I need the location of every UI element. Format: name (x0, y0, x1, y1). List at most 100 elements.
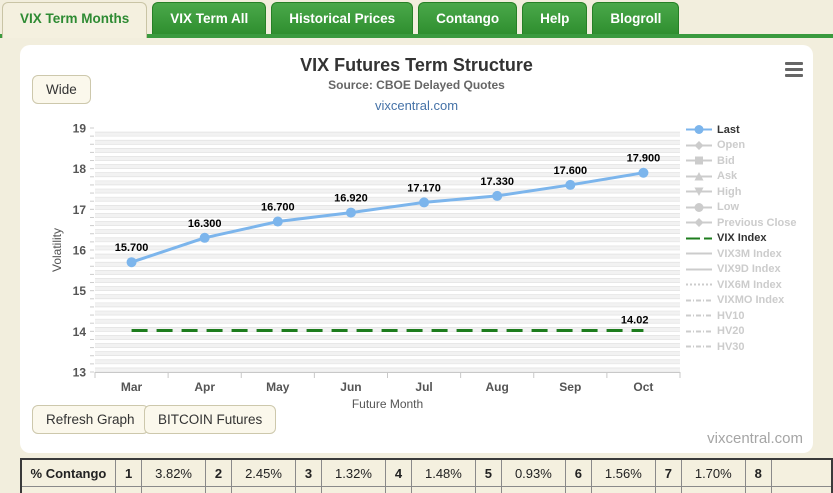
chart-title: VIX Futures Term Structure (300, 55, 533, 75)
vix-index-label: 14.02 (621, 315, 649, 327)
tabs: VIX Term Months VIX Term All Historical … (2, 2, 680, 38)
tab-historical-prices[interactable]: Historical Prices (271, 2, 414, 34)
legend-item-vix6m-index[interactable]: VIX6M Index (686, 277, 796, 293)
legend-item-open[interactable]: Open (686, 138, 796, 154)
legend-marker-icon (686, 187, 712, 197)
legend-item-vixmo-index[interactable]: VIXMO Index (686, 293, 796, 309)
legend-item-vix-index[interactable]: VIX Index (686, 231, 796, 247)
legend-label: HV20 (717, 325, 745, 338)
bitcoin-futures-button[interactable]: BITCOIN Futures (144, 405, 277, 434)
contango-value-3: 1.32% (321, 458, 386, 487)
x-tick-label: Jun (340, 380, 361, 394)
y-tick-label: 14 (73, 325, 87, 339)
legend-marker-icon (686, 237, 712, 240)
grid-band (95, 180, 680, 185)
grid-band (95, 254, 680, 259)
x-tick-label: Aug (486, 380, 509, 394)
contango-table-wrap: % Contango 1 3.82% 2 2.45% 3 1.32% 4 1.48% 5 0.93%… (20, 458, 833, 493)
legend-item-vix9d-index[interactable]: VIX9D Index (686, 262, 796, 278)
legend-label: Previous Close (717, 216, 797, 229)
vixcentral-link[interactable]: vixcentral.com (374, 98, 459, 113)
legend-item-bid[interactable]: Bid (686, 153, 796, 169)
grid-band (95, 221, 680, 226)
x-tick-label: Apr (194, 380, 215, 394)
legend-marker-icon (686, 330, 712, 333)
tab-help[interactable]: Help (522, 2, 588, 34)
data-point-Jul[interactable] (419, 197, 430, 208)
legend-item-hv20[interactable]: HV20 (686, 324, 796, 340)
x-tick-label: May (266, 380, 290, 394)
legend-marker-icon (686, 345, 712, 348)
contango-value-4: 1.48% (411, 458, 476, 487)
legend-item-high[interactable]: High (686, 184, 796, 200)
legend-label: VIX3M Index (717, 247, 782, 260)
refresh-graph-button[interactable]: Refresh Graph (32, 405, 149, 434)
contango-row-label: % Contango (20, 458, 116, 487)
contango-value-8 (770, 458, 833, 487)
data-point-Oct[interactable] (638, 167, 649, 178)
legend-marker-icon (686, 299, 712, 302)
grid-band (95, 367, 680, 372)
grid-band (95, 286, 680, 291)
chart-subtitle: Source: CBOE Delayed Quotes (328, 78, 505, 92)
tab-blogroll[interactable]: Blogroll (592, 2, 680, 34)
legend-marker-icon (686, 140, 712, 150)
legend-label: VIXMO Index (717, 294, 785, 307)
legend-label: VIX Index (717, 232, 767, 245)
contango-value-2: 2.45% (231, 458, 296, 487)
legend-marker-icon (686, 218, 712, 228)
contango-value-6: 1.56% (591, 458, 656, 487)
term-structure-chart: 13 14 15 16 17 18 19 Volatility Mar Apr May Jun Jul A… (50, 122, 681, 411)
legend-item-low[interactable]: Low (686, 200, 796, 216)
grid-band (95, 172, 680, 177)
grid-band (95, 343, 680, 348)
legend-item-hv10[interactable]: HV10 (686, 308, 796, 324)
legend-item-vix3m-index[interactable]: VIX3M Index (686, 246, 796, 262)
contango-value-7: 1.70% (680, 458, 746, 487)
legend-marker-icon (686, 202, 712, 212)
grid-band (95, 197, 680, 202)
legend-label: Last (717, 123, 740, 136)
grid-band (95, 189, 680, 194)
data-label-Oct: 17.900 (627, 153, 661, 165)
data-label-May: 16.700 (261, 202, 295, 214)
data-point-May[interactable] (272, 216, 283, 227)
chart-card: Wide VIX Futures Term Structure Source: … (20, 45, 813, 453)
contango-index-4: 4 (384, 458, 413, 487)
legend-marker-icon (686, 268, 712, 271)
tab-contango[interactable]: Contango (418, 2, 518, 34)
legend-label: HV30 (717, 340, 745, 353)
data-label-Jul: 17.170 (407, 182, 441, 194)
tab-underline (0, 34, 833, 38)
tab-vix-term-months[interactable]: VIX Term Months (2, 2, 148, 38)
x-axis-title: Future Month (352, 397, 423, 411)
data-label-Aug: 17.330 (480, 176, 514, 188)
contango-index-2: 2 (204, 458, 233, 487)
y-tick-label: 13 (73, 366, 87, 380)
legend-item-hv30[interactable]: HV30 (686, 339, 796, 355)
x-tick-label: Sep (559, 380, 581, 394)
chart-menu-icon[interactable] (785, 59, 803, 80)
legend-item-previous-close[interactable]: Previous Close (686, 215, 796, 231)
legend-item-last[interactable]: Last (686, 122, 796, 138)
data-point-Mar[interactable] (126, 257, 137, 268)
wide-button[interactable]: Wide (32, 75, 91, 104)
data-point-Apr[interactable] (199, 232, 210, 243)
grid-band (95, 294, 680, 299)
tab-vix-term-all[interactable]: VIX Term All (152, 2, 267, 34)
data-label-Jun: 16.920 (334, 193, 368, 205)
grid-band (95, 245, 680, 250)
grid-band (95, 156, 680, 161)
y-tick-label: 19 (73, 122, 87, 136)
contango-value-1: 3.82% (141, 458, 206, 487)
legend-item-ask[interactable]: Ask (686, 169, 796, 185)
contango-value-5: 0.93% (501, 458, 566, 487)
data-point-Aug[interactable] (492, 190, 503, 201)
legend-label: Bid (717, 154, 735, 167)
data-point-Jun[interactable] (345, 207, 356, 218)
grid-band (95, 237, 680, 242)
contango-index-7: 7 (654, 458, 682, 487)
grid-band (95, 148, 680, 153)
grid-band (95, 229, 680, 234)
data-point-Sep[interactable] (565, 179, 576, 190)
